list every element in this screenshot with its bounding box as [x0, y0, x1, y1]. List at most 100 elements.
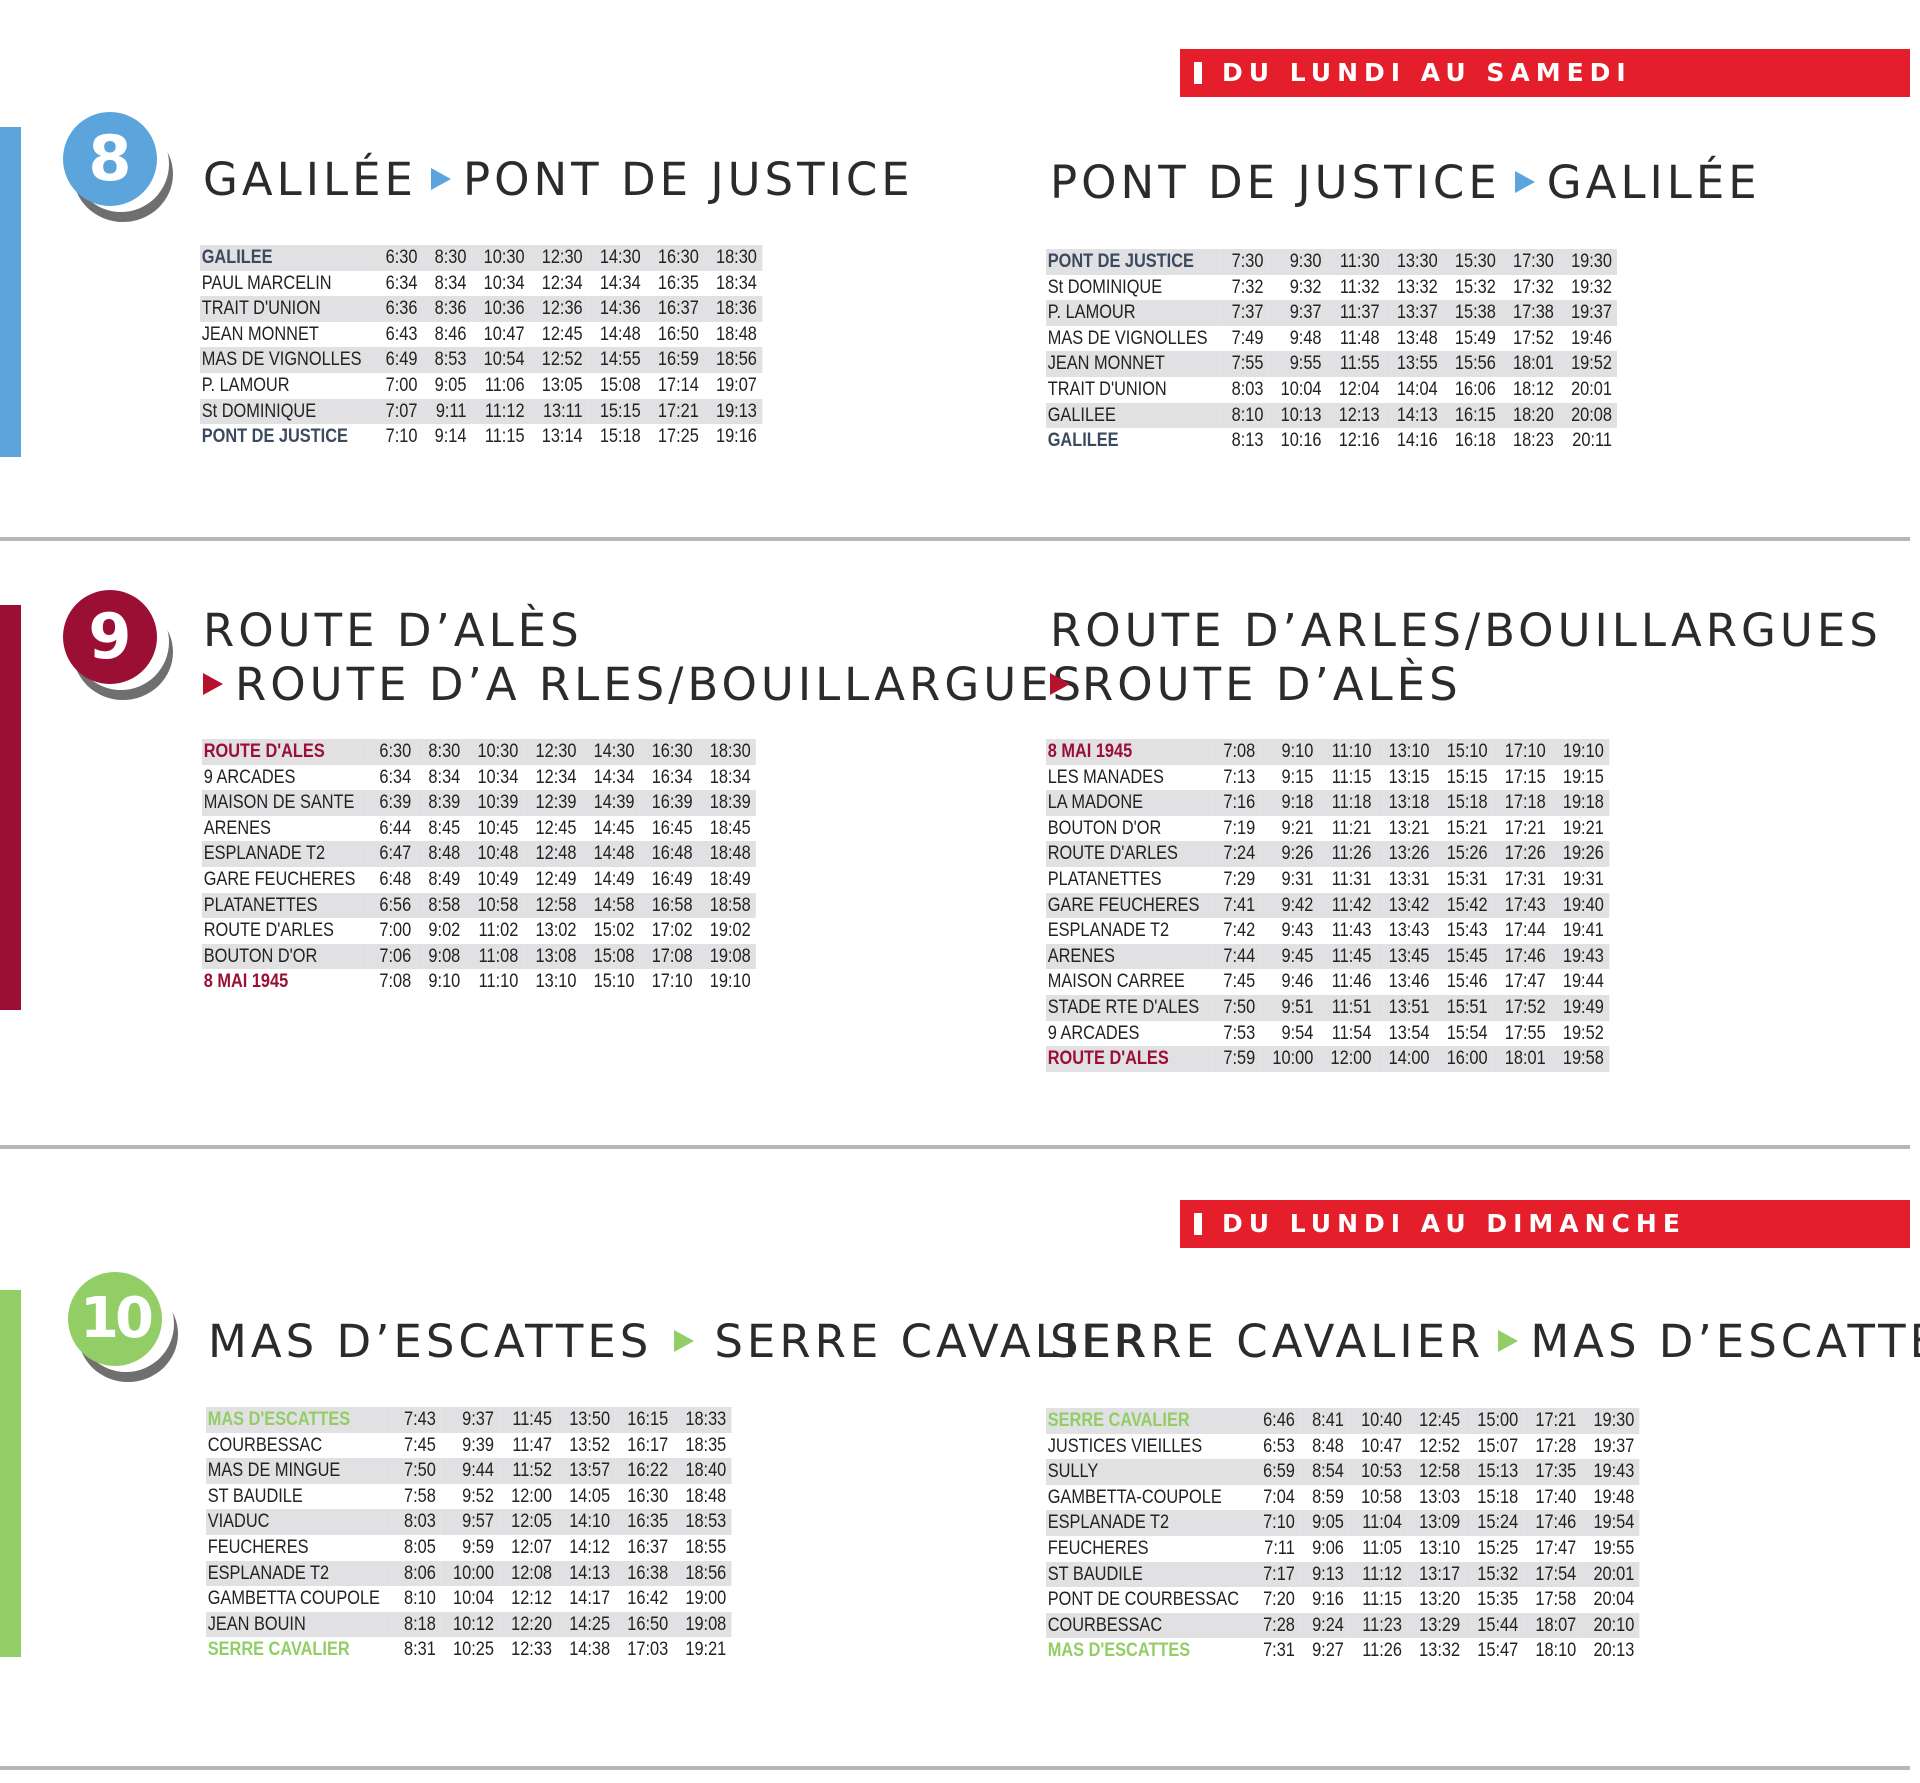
departure-time: 17:08	[639, 943, 698, 970]
departure-time: 17:47	[1535, 1537, 1577, 1559]
departure-time: 18:45	[709, 817, 751, 839]
departure-time: 8:48	[416, 841, 466, 867]
line-number: 9	[63, 590, 157, 684]
departure-time: 18:34	[716, 272, 757, 294]
departure-time: 13:15	[1388, 766, 1430, 788]
departure-time: 17:25	[657, 426, 699, 448]
departure-time: 19:55	[1593, 1537, 1635, 1559]
timetable-row: 8 MAI 1945 7:08 9:10 11:10 13:10 15:10 17:10 19…	[1046, 739, 1609, 765]
direction-arrow-icon	[203, 673, 223, 695]
departure-time: 16:42	[627, 1588, 669, 1610]
departure-time: 9:52	[462, 1485, 494, 1507]
departure-time: 18:30	[703, 245, 763, 271]
timetable-row: ST BAUDILE 7:17 9:13 11:12 13:17 15:32 17:54 20…	[1046, 1561, 1640, 1588]
departure-time: 19:18	[1550, 790, 1609, 816]
departure-time: 14:48	[599, 323, 641, 345]
departure-time: 19:13	[703, 398, 763, 425]
stop-name: LA MADONE	[1046, 790, 1212, 816]
departure-time: 15:24	[1465, 1510, 1524, 1536]
departure-time: 13:31	[1388, 868, 1430, 890]
departure-time: 10:58	[465, 892, 524, 919]
departure-time: 14:04	[1396, 378, 1438, 400]
stop-name: TRAIT D'UNION	[1047, 378, 1167, 400]
departure-time: 15:31	[1446, 868, 1488, 890]
departure-time: 11:08	[465, 943, 524, 970]
line-8-outbound-timetable: GALILEE 6:30 8:30 10:30 12:30 14:30 16:30 18:30…	[200, 245, 763, 450]
departure-time: 19:32	[1571, 276, 1612, 298]
departure-time: 13:03	[1419, 1486, 1461, 1508]
departure-time: 13:43	[1388, 920, 1430, 942]
timetable-row: ARENES 7:44 9:45 11:45 13:45 15:45 17:46 19:43	[1046, 943, 1609, 970]
departure-time: 9:51	[1260, 994, 1319, 1021]
departure-time: 12:45	[1407, 1408, 1466, 1434]
stop-name: ESPLANADE T2	[206, 1560, 392, 1587]
departure-time: 13:37	[1384, 300, 1443, 326]
departure-time: 10:58	[1361, 1486, 1402, 1508]
stop-name: VIADUC	[206, 1509, 392, 1535]
departure-time: 7:11	[1264, 1537, 1295, 1559]
departure-time: 19:43	[1550, 943, 1609, 970]
timetable-row: PLATANETTES 6:56 8:58 10:58 12:58 14:58 16:58 1…	[202, 892, 756, 919]
departure-time: 16:18	[1454, 430, 1496, 452]
departure-time: 18:07	[1523, 1612, 1582, 1639]
departure-time: 7:04	[1263, 1486, 1295, 1508]
stop-name: JEAN MONNET	[201, 323, 319, 345]
departure-time: 11:23	[1349, 1612, 1408, 1639]
departure-time: 15:49	[1454, 327, 1496, 349]
stop-name: MAS D'ESCATTES	[206, 1407, 392, 1433]
departure-time: 15:07	[1477, 1435, 1519, 1457]
stop-name: St DOMINIQUE	[200, 398, 374, 425]
line-9-badge: 9	[63, 590, 173, 700]
timetable-row: GARE FEUCHERES 7:41 9:42 11:42 13:42 15:42 17:…	[1046, 892, 1609, 919]
departure-time: 16:30	[627, 1485, 669, 1507]
departure-time: 7:16	[1211, 790, 1261, 816]
departure-time: 15:42	[1434, 892, 1493, 919]
departure-time: 10:30	[471, 245, 530, 271]
departure-time: 7:08	[1211, 739, 1261, 765]
departure-time: 19:54	[1581, 1510, 1640, 1536]
departure-time: 10:25	[453, 1639, 494, 1661]
departure-time: 11:12	[1349, 1561, 1408, 1588]
departure-time: 19:07	[716, 374, 757, 396]
departure-time: 9:45	[1260, 943, 1319, 970]
departure-time: 9:37	[1268, 300, 1327, 326]
departure-time: 6:46	[1251, 1408, 1301, 1434]
timetable-row: MAS D'ESCATTES 7:43 9:37 11:45 13:50 16:15 18:…	[206, 1407, 732, 1433]
section-divider	[0, 1766, 1910, 1770]
departure-time: 12:34	[541, 272, 583, 294]
departure-time: 11:21	[1331, 817, 1372, 839]
departure-time: 11:12	[471, 398, 530, 425]
departure-time: 11:45	[499, 1407, 558, 1433]
timetable-row: ESPLANADE T2 7:10 9:05 11:04 13:09 15:24 17:46…	[1046, 1510, 1640, 1536]
departure-time: 19:30	[1581, 1408, 1640, 1434]
line-9-inbound-timetable: 8 MAI 1945 7:08 9:10 11:10 13:10 15:10 17:10 19…	[1046, 739, 1609, 1072]
departure-time: 13:10	[535, 971, 577, 993]
departure-time: 18:12	[1512, 378, 1554, 400]
departure-time: 11:10	[1318, 739, 1377, 765]
schedule-days-banner-mon-sat: DU LUNDI AU SAMEDI	[1180, 49, 1910, 97]
departure-time: 10:16	[1280, 430, 1322, 452]
departure-time: 9:16	[1312, 1589, 1344, 1611]
departure-time: 17:46	[1492, 943, 1551, 970]
departure-time: 11:06	[484, 374, 525, 396]
departure-time: 20:04	[1593, 1589, 1635, 1611]
departure-time: 10:45	[477, 817, 519, 839]
departure-time: 8:30	[422, 245, 472, 271]
stop-name: FEUCHERES	[207, 1536, 309, 1558]
departure-time: 19:15	[1562, 766, 1604, 788]
timetable-row: ROUTE D'ARLES 7:00 9:02 11:02 13:02 15:02 17:0…	[202, 918, 756, 944]
departure-time: 11:52	[499, 1458, 558, 1484]
departure-time: 8:06	[391, 1560, 441, 1587]
departure-time: 15:32	[1454, 276, 1496, 298]
timetable-row: ROUTE D'ARLES 7:24 9:26 11:26 13:26 15:26 17:2…	[1046, 841, 1609, 867]
timetable-row: JEAN MONNET 6:43 8:46 10:47 12:45 14:48 16:50 1…	[200, 322, 762, 348]
departure-time: 17:14	[657, 374, 699, 396]
departure-time: 7:31	[1263, 1640, 1295, 1662]
timetable-row: BOUTON D'OR 7:19 9:21 11:21 13:21 15:21 17:21 1…	[1046, 816, 1609, 842]
departure-time: 12:16	[1338, 430, 1380, 452]
timetable-row: BOUTON D'OR 7:06 9:08 11:08 13:08 15:08 17:08 1…	[202, 943, 756, 970]
stop-name: MAS DE VIGNOLLES	[200, 347, 374, 373]
departure-time: 11:45	[1318, 943, 1377, 970]
departure-time: 6:56	[367, 892, 417, 919]
departure-time: 9:24	[1300, 1612, 1350, 1639]
